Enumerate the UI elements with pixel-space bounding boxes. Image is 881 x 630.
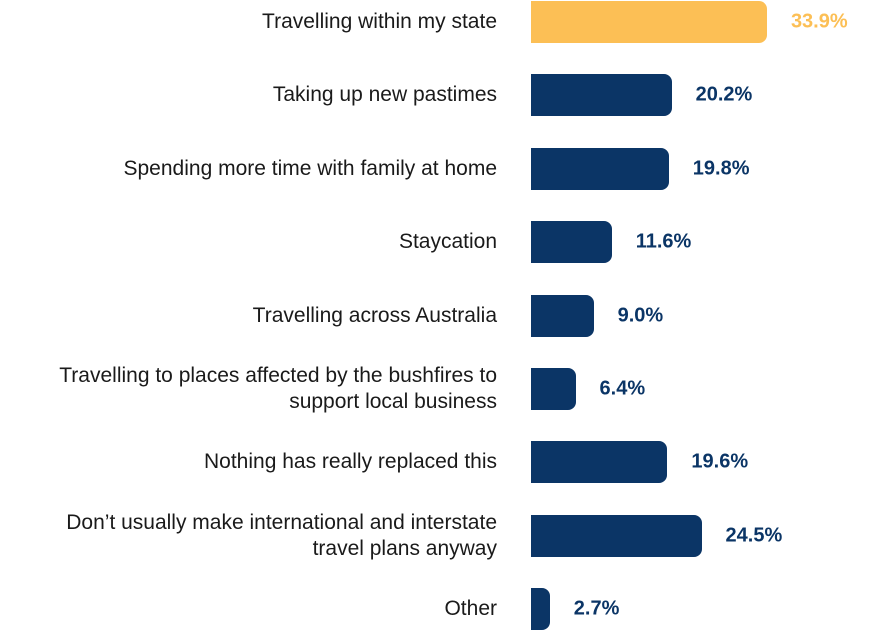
bar [531, 1, 767, 43]
category-label: Travelling across Australia [252, 303, 497, 327]
bar [531, 74, 672, 117]
category-label: Don’t usually make international and int… [66, 510, 497, 560]
category-label: Travelling to places affected by the bus… [59, 364, 497, 413]
value-label: 9.0% [617, 304, 664, 327]
bar [531, 368, 576, 410]
bar [531, 221, 612, 264]
value-label: 20.2% [695, 83, 753, 106]
category-label: Other [444, 597, 497, 621]
category-label: Nothing has really replaced this [204, 450, 497, 474]
bar [531, 294, 594, 337]
value-label: 19.8% [692, 157, 750, 180]
category-label: Staycation [398, 230, 497, 254]
value-label: 11.6% [635, 230, 692, 253]
bar [531, 588, 550, 630]
value-label: 24.5% [725, 524, 783, 547]
category-label: Travelling within my state [262, 10, 497, 33]
value-label: 2.7% [573, 597, 620, 620]
bar [531, 147, 669, 190]
value-label: 6.4% [599, 377, 646, 400]
bar [531, 441, 668, 484]
category-label: Spending more time with family at home [123, 156, 498, 180]
bar [531, 514, 702, 557]
category-label: Taking up new pastimes [272, 83, 497, 107]
value-label: 33.9% [790, 10, 848, 33]
value-label: 19.6% [691, 450, 749, 473]
